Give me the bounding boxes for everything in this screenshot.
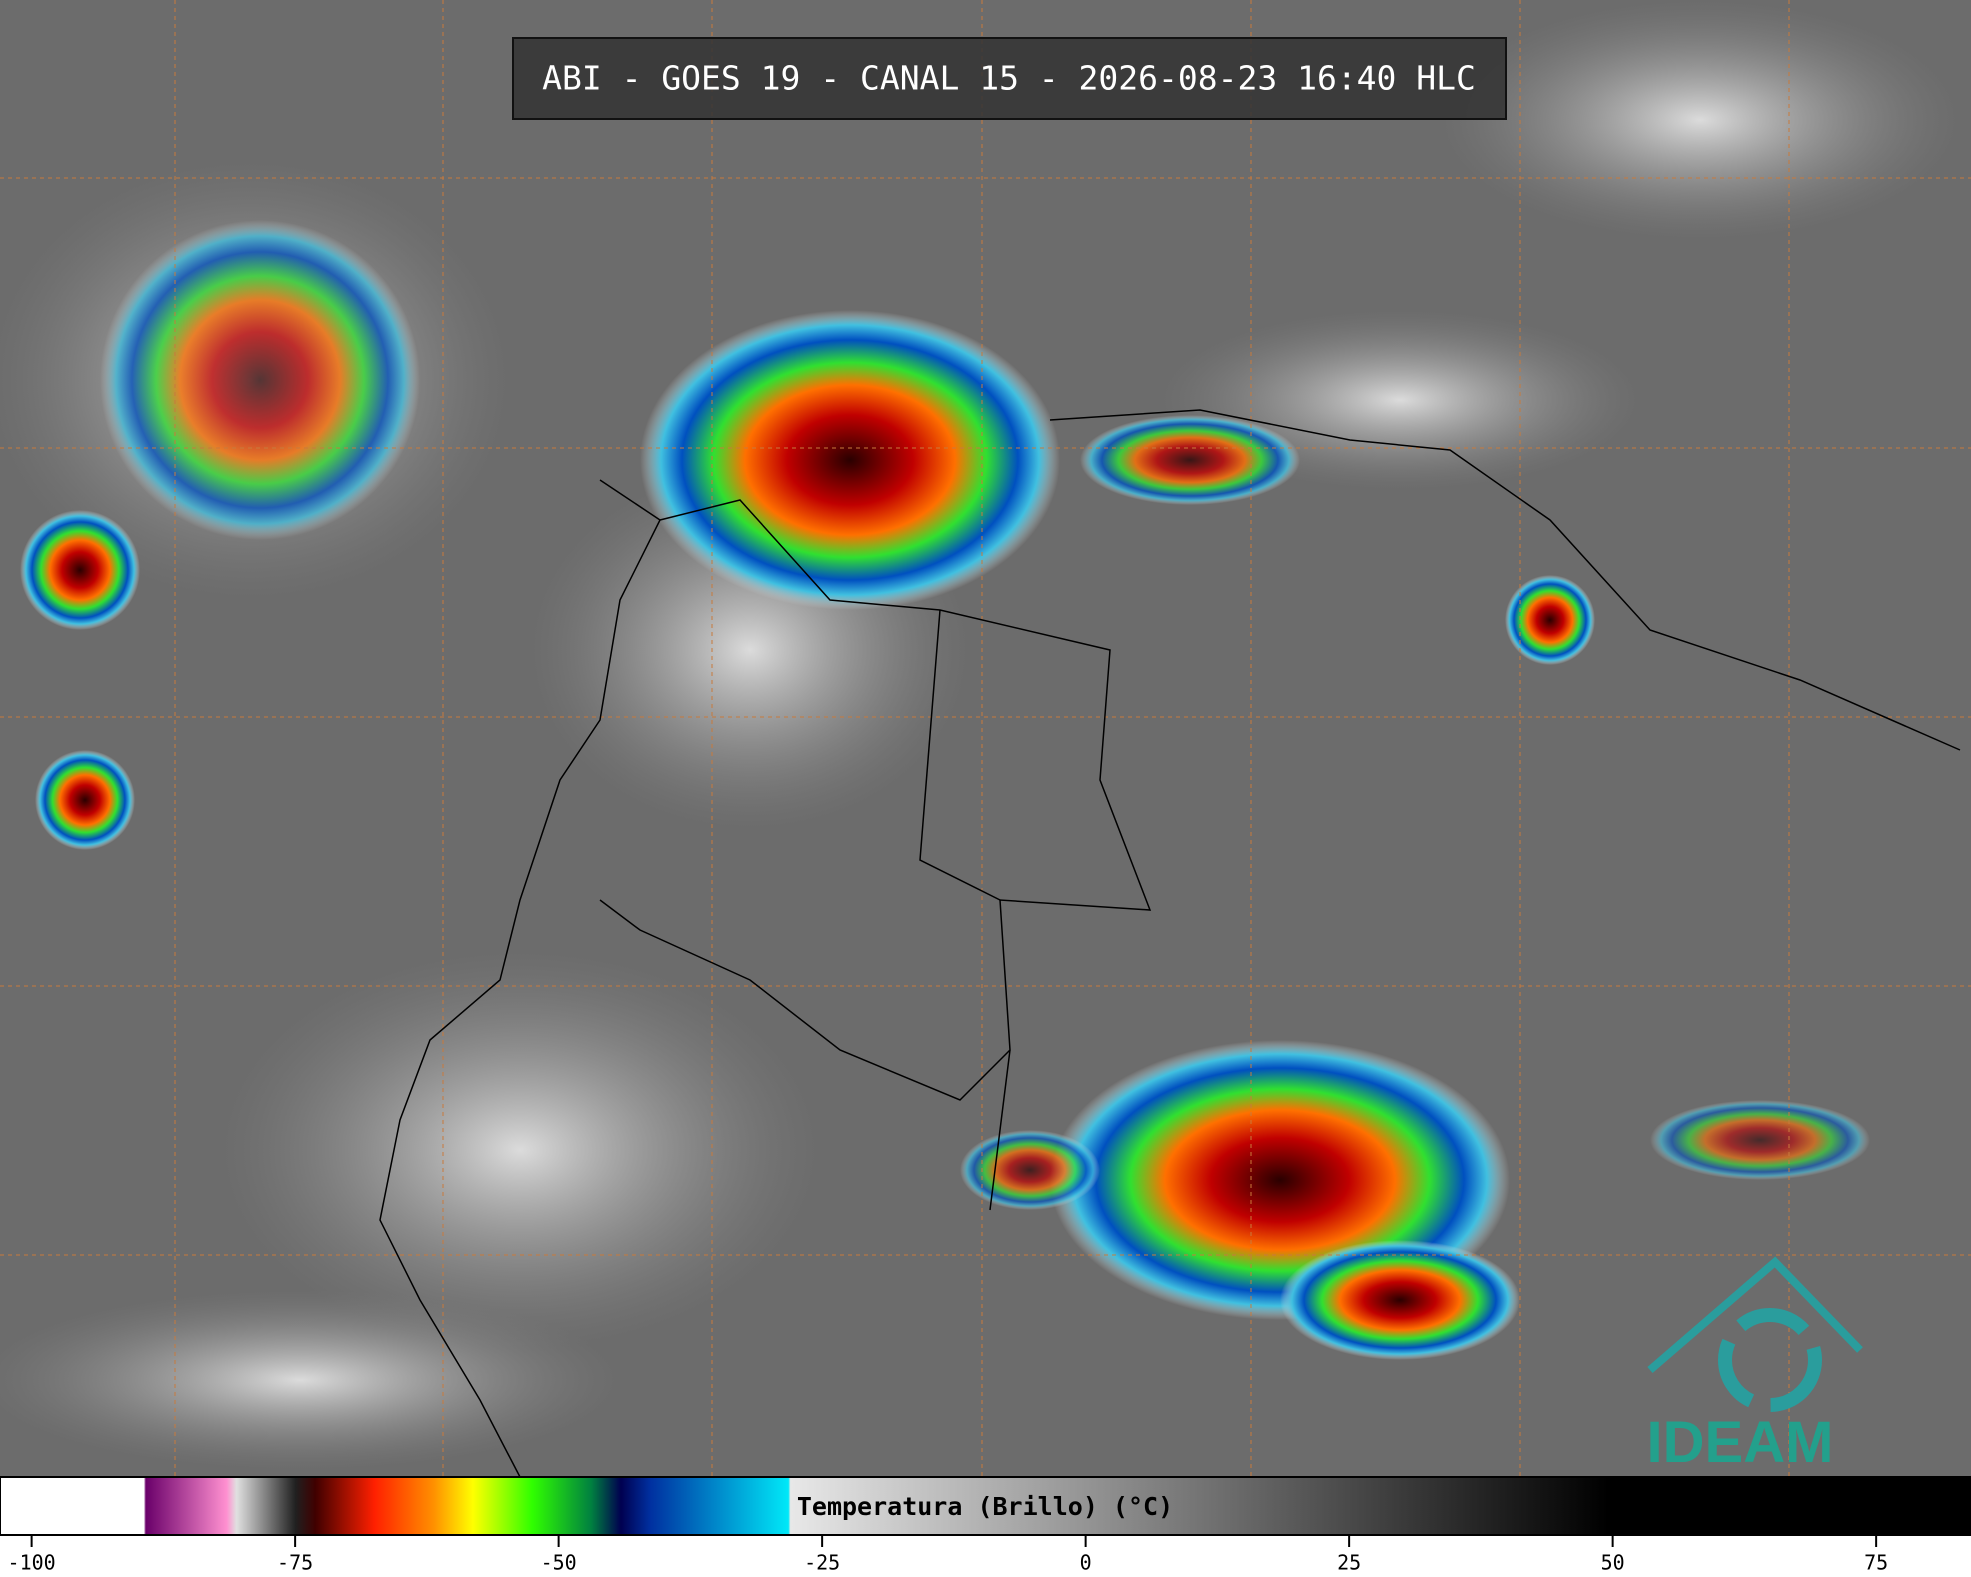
tick-label: 75 <box>1864 1551 1888 1575</box>
tick-label: -25 <box>804 1551 840 1575</box>
tick-label: -50 <box>541 1551 577 1575</box>
graticule <box>0 0 1971 1477</box>
colorbar <box>0 1476 1971 1536</box>
logo: IDEAM <box>1647 1256 1863 1475</box>
borders <box>379 409 1961 1478</box>
logo-text: IDEAM <box>1647 1410 1834 1475</box>
tick-label: -75 <box>277 1551 313 1575</box>
tick-label: -100 <box>8 1551 56 1575</box>
colorbar-label: Temperatura (Brillo) (°C) <box>797 1492 1173 1521</box>
colorbar-ticks: -100 -75 -50 -25 0 25 50 75 <box>8 1535 1888 1575</box>
title-box: ABI - GOES 19 - CANAL 15 - 2026-08-23 16… <box>512 37 1507 120</box>
title: ABI - GOES 19 - CANAL 15 - 2026-08-23 16… <box>542 59 1476 98</box>
tick-label: 25 <box>1337 1551 1361 1575</box>
tick-label: 0 <box>1080 1551 1092 1575</box>
tick-label: 50 <box>1601 1551 1625 1575</box>
storms <box>20 220 1870 1360</box>
